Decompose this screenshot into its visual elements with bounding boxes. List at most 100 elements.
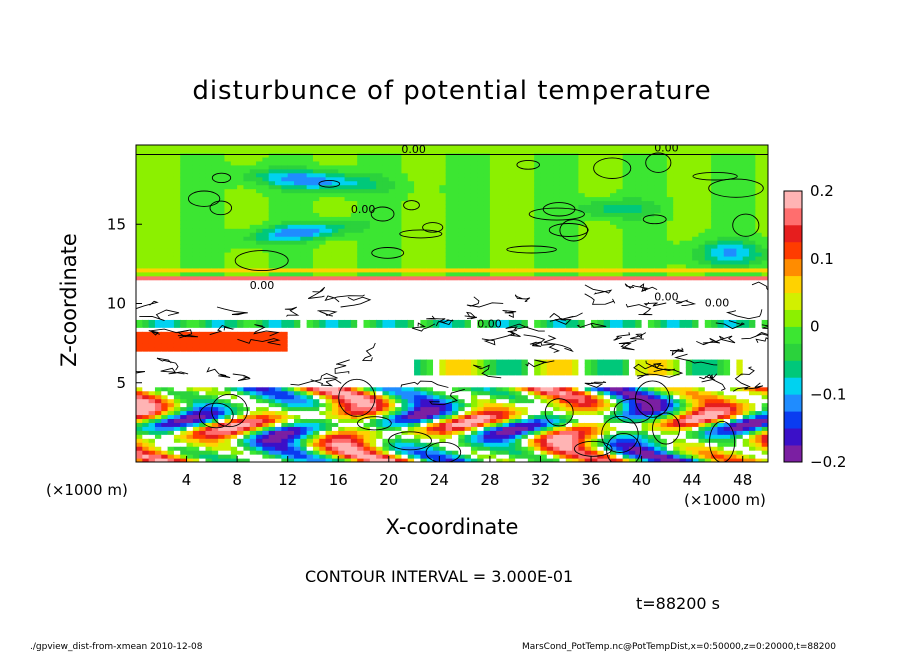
heatmap-cell bbox=[243, 259, 251, 265]
heatmap-cell bbox=[496, 156, 504, 162]
heatmap-cell bbox=[433, 402, 440, 408]
heatmap-cell bbox=[382, 442, 390, 447]
heatmap-cell bbox=[319, 224, 327, 229]
heatmap-cell bbox=[344, 315, 352, 320]
heatmap-cell bbox=[275, 351, 282, 356]
heatmap-cell bbox=[268, 394, 276, 400]
heatmap-cell bbox=[249, 164, 257, 170]
heatmap-cell bbox=[136, 426, 143, 431]
heatmap-cell bbox=[300, 394, 308, 400]
heatmap-cell bbox=[312, 168, 320, 174]
heatmap-cell bbox=[199, 184, 207, 190]
heatmap-cell bbox=[300, 319, 308, 324]
heatmap-cell bbox=[256, 331, 263, 336]
heatmap-cell bbox=[173, 303, 181, 309]
heatmap-cell bbox=[192, 422, 200, 427]
heatmap-cell bbox=[306, 172, 314, 178]
heatmap-cell bbox=[496, 422, 504, 427]
heatmap-cell bbox=[192, 374, 200, 380]
heatmap-cell bbox=[148, 259, 156, 265]
heatmap-cell bbox=[224, 347, 232, 352]
heatmap-cell bbox=[357, 386, 365, 392]
heatmap-cell bbox=[300, 160, 308, 166]
heatmap-cell bbox=[154, 220, 162, 225]
heatmap-cell bbox=[262, 152, 270, 158]
heatmap-cell bbox=[496, 406, 504, 412]
heatmap-cell bbox=[230, 351, 238, 356]
heatmap-cell bbox=[173, 279, 181, 285]
heatmap-cell bbox=[300, 402, 308, 408]
heatmap-cell bbox=[199, 283, 207, 289]
heatmap-cell bbox=[515, 212, 523, 217]
heatmap-cell bbox=[407, 358, 415, 364]
heatmap-cell bbox=[439, 160, 447, 166]
heatmap-cell bbox=[445, 283, 453, 289]
heatmap-cell bbox=[199, 224, 207, 229]
heatmap-cell bbox=[306, 220, 314, 225]
heatmap-cell bbox=[154, 335, 162, 340]
heatmap-cell bbox=[445, 414, 453, 420]
heatmap-cell bbox=[420, 458, 428, 462]
heatmap-cell bbox=[414, 283, 421, 289]
heatmap-cell bbox=[256, 414, 263, 420]
heatmap-cell bbox=[338, 196, 346, 202]
heatmap-cell bbox=[173, 232, 181, 237]
heatmap-cell bbox=[319, 204, 327, 209]
heatmap-cell bbox=[401, 362, 409, 368]
heatmap-cell bbox=[445, 291, 453, 297]
heatmap-cell bbox=[515, 295, 523, 301]
heatmap-cell bbox=[136, 224, 143, 229]
heatmap-cell bbox=[230, 370, 238, 376]
heatmap-cell bbox=[199, 251, 207, 257]
heatmap-cell bbox=[344, 212, 352, 217]
heatmap-cell bbox=[268, 355, 276, 360]
heatmap-cell bbox=[306, 450, 314, 455]
heatmap-cell bbox=[376, 188, 384, 194]
heatmap-cell bbox=[369, 232, 377, 237]
heatmap-cell bbox=[306, 287, 314, 293]
heatmap-cell bbox=[363, 422, 371, 427]
heatmap-cell bbox=[496, 394, 504, 400]
heatmap-cell bbox=[433, 418, 440, 423]
heatmap-cell bbox=[344, 311, 352, 316]
heatmap-cell bbox=[173, 236, 181, 241]
heatmap-cell bbox=[527, 347, 535, 352]
heatmap-cell bbox=[515, 299, 523, 305]
heatmap-cell bbox=[192, 164, 200, 170]
heatmap-cell bbox=[363, 303, 371, 309]
heatmap-cell bbox=[268, 351, 276, 356]
heatmap-cell bbox=[186, 355, 194, 360]
heatmap-cell bbox=[483, 386, 491, 392]
heatmap-cell bbox=[312, 311, 320, 316]
heatmap-cell bbox=[249, 176, 257, 182]
heatmap-cell bbox=[483, 208, 491, 213]
heatmap-cell bbox=[218, 370, 226, 376]
heatmap-cell bbox=[395, 374, 403, 380]
heatmap-cell bbox=[294, 224, 301, 229]
heatmap-cell bbox=[142, 323, 150, 328]
heatmap-cell bbox=[180, 406, 188, 412]
heatmap-cell bbox=[167, 446, 175, 451]
heatmap-cell bbox=[357, 156, 365, 162]
heatmap-cell bbox=[243, 362, 251, 368]
heatmap-cell bbox=[439, 196, 447, 202]
heatmap-cell bbox=[452, 450, 459, 455]
heatmap-cell bbox=[325, 339, 333, 344]
heatmap-cell bbox=[452, 374, 459, 380]
heatmap-cell bbox=[458, 410, 466, 416]
heatmap-cell bbox=[230, 196, 238, 202]
heatmap-cell bbox=[243, 287, 251, 293]
heatmap-cell bbox=[148, 204, 156, 209]
heatmap-cell bbox=[477, 422, 485, 427]
heatmap-cell bbox=[521, 446, 529, 451]
heatmap-cell bbox=[154, 168, 162, 174]
heatmap-cell bbox=[224, 378, 232, 384]
heatmap-cell bbox=[483, 311, 491, 316]
heatmap-cell bbox=[521, 275, 529, 281]
heatmap-cell bbox=[256, 283, 263, 289]
heatmap-cell bbox=[464, 339, 472, 344]
heatmap-cell bbox=[439, 394, 447, 400]
heatmap-cell bbox=[256, 355, 263, 360]
heatmap-cell bbox=[161, 386, 169, 392]
heatmap-cell bbox=[161, 311, 169, 316]
